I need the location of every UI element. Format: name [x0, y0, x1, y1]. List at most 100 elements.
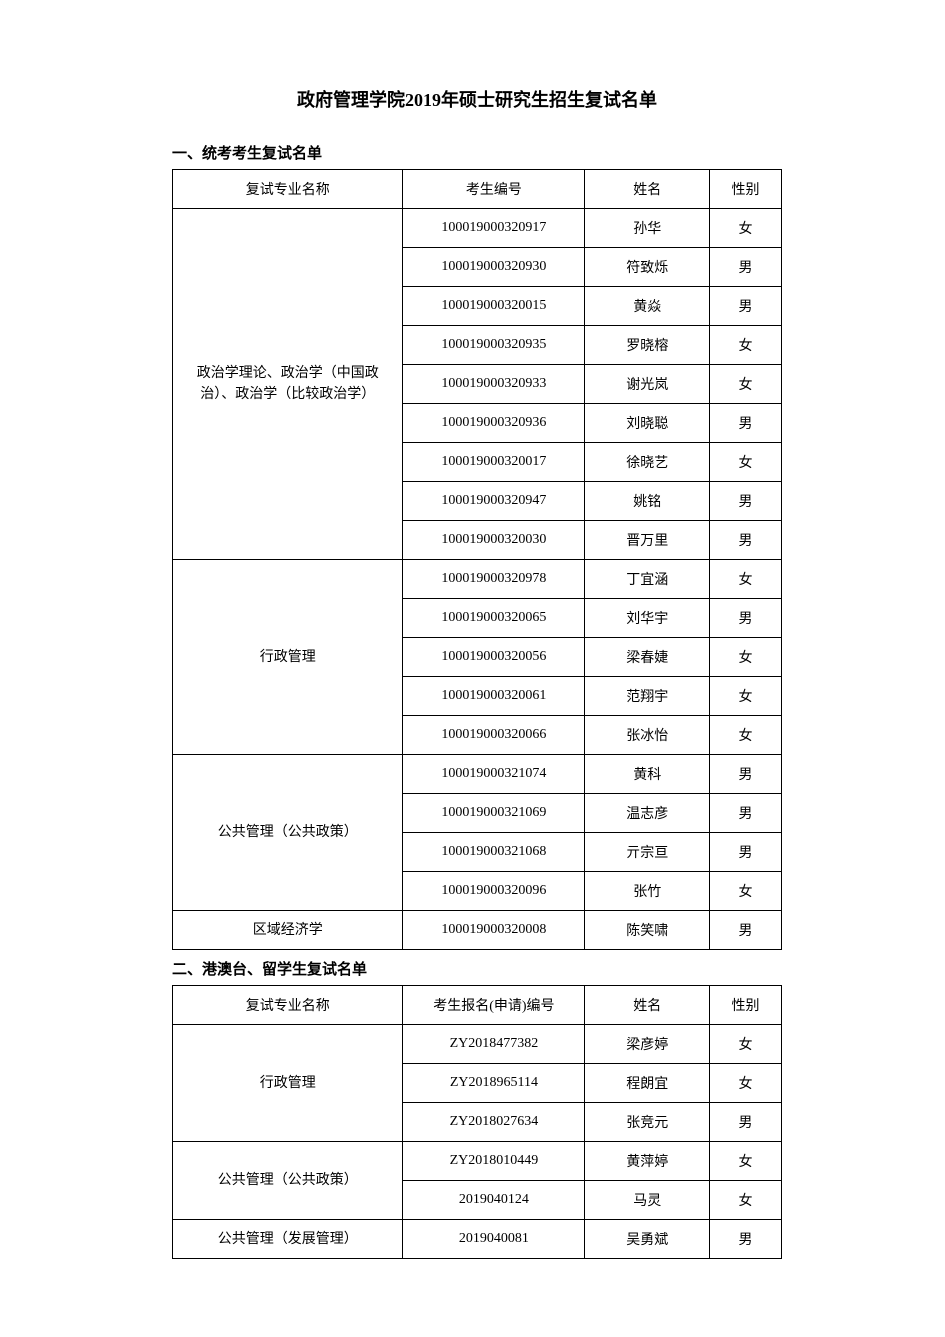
cell-name: 范翔宇 [585, 677, 710, 716]
cell-id: 100019000320030 [403, 521, 585, 560]
cell-name: 罗晓榕 [585, 326, 710, 365]
table-section1: 复试专业名称考生编号姓名性别政治学理论、政治学（中国政治）、政治学（比较政治学）… [172, 169, 782, 950]
cell-id: 100019000321074 [403, 755, 585, 794]
cell-id: 100019000320065 [403, 599, 585, 638]
cell-name: 温志彦 [585, 794, 710, 833]
cell-name: 谢光岚 [585, 365, 710, 404]
table-row: 政治学理论、政治学（中国政治）、政治学（比较政治学）10001900032091… [173, 209, 782, 248]
cell-name: 吴勇斌 [585, 1220, 710, 1259]
cell-major: 行政管理 [173, 560, 403, 755]
cell-name: 程朗宜 [585, 1064, 710, 1103]
cell-name: 刘华宇 [585, 599, 710, 638]
cell-gender: 男 [710, 287, 782, 326]
cell-gender: 女 [710, 365, 782, 404]
cell-id: 2019040081 [403, 1220, 585, 1259]
table-row: 公共管理（公共政策）ZY2018010449黄萍婷女 [173, 1142, 782, 1181]
table-row: 区域经济学100019000320008陈笑啸男 [173, 911, 782, 950]
cell-name: 黄焱 [585, 287, 710, 326]
cell-gender: 女 [710, 1181, 782, 1220]
table-row: 公共管理（发展管理）2019040081吴勇斌男 [173, 1220, 782, 1259]
cell-id: 100019000320947 [403, 482, 585, 521]
cell-major: 区域经济学 [173, 911, 403, 950]
header-gender: 性别 [710, 986, 782, 1025]
cell-name: 刘晓聪 [585, 404, 710, 443]
cell-name: 梁彦婷 [585, 1025, 710, 1064]
cell-gender: 女 [710, 560, 782, 599]
table-row: 公共管理（公共政策）100019000321074黄科男 [173, 755, 782, 794]
cell-id: 100019000320096 [403, 872, 585, 911]
cell-id: 100019000320066 [403, 716, 585, 755]
cell-major: 行政管理 [173, 1025, 403, 1142]
cell-major: 政治学理论、政治学（中国政治）、政治学（比较政治学） [173, 209, 403, 560]
cell-name: 张竹 [585, 872, 710, 911]
cell-id: 100019000320936 [403, 404, 585, 443]
cell-gender: 女 [710, 1064, 782, 1103]
cell-gender: 女 [710, 1142, 782, 1181]
cell-id: ZY2018027634 [403, 1103, 585, 1142]
cell-gender: 女 [710, 443, 782, 482]
cell-id: 100019000320935 [403, 326, 585, 365]
cell-gender: 男 [710, 794, 782, 833]
cell-id: 2019040124 [403, 1181, 585, 1220]
cell-name: 孙华 [585, 209, 710, 248]
cell-gender: 女 [710, 677, 782, 716]
cell-name: 黄萍婷 [585, 1142, 710, 1181]
cell-id: 100019000321068 [403, 833, 585, 872]
header-id: 考生编号 [403, 170, 585, 209]
cell-id: ZY2018965114 [403, 1064, 585, 1103]
cell-gender: 男 [710, 1103, 782, 1142]
header-major: 复试专业名称 [173, 170, 403, 209]
cell-gender: 女 [710, 1025, 782, 1064]
cell-name: 晋万里 [585, 521, 710, 560]
page-title: 政府管理学院2019年硕士研究生招生复试名单 [172, 86, 782, 112]
cell-name: 徐晓艺 [585, 443, 710, 482]
cell-id: 100019000320917 [403, 209, 585, 248]
cell-id: 100019000320008 [403, 911, 585, 950]
cell-gender: 男 [710, 1220, 782, 1259]
header-name: 姓名 [585, 170, 710, 209]
cell-id: 100019000320015 [403, 287, 585, 326]
cell-id: 100019000320933 [403, 365, 585, 404]
header-major: 复试专业名称 [173, 986, 403, 1025]
cell-gender: 男 [710, 755, 782, 794]
cell-id: 100019000321069 [403, 794, 585, 833]
cell-id: 100019000320930 [403, 248, 585, 287]
cell-gender: 女 [710, 209, 782, 248]
cell-major: 公共管理（公共政策） [173, 1142, 403, 1220]
table-header-row: 复试专业名称考生编号姓名性别 [173, 170, 782, 209]
cell-name: 梁春婕 [585, 638, 710, 677]
cell-major: 公共管理（发展管理） [173, 1220, 403, 1259]
cell-gender: 女 [710, 326, 782, 365]
cell-gender: 男 [710, 911, 782, 950]
cell-name: 符致烁 [585, 248, 710, 287]
table-section2: 复试专业名称考生报名(申请)编号姓名性别行政管理ZY2018477382梁彦婷女… [172, 985, 782, 1259]
cell-gender: 男 [710, 599, 782, 638]
cell-gender: 男 [710, 482, 782, 521]
cell-name: 张竞元 [585, 1103, 710, 1142]
cell-major: 公共管理（公共政策） [173, 755, 403, 911]
cell-name: 马灵 [585, 1181, 710, 1220]
cell-gender: 男 [710, 521, 782, 560]
cell-id: 100019000320978 [403, 560, 585, 599]
cell-gender: 女 [710, 638, 782, 677]
cell-gender: 男 [710, 833, 782, 872]
cell-name: 姚铭 [585, 482, 710, 521]
section2-heading: 二、港澳台、留学生复试名单 [172, 958, 782, 979]
cell-gender: 男 [710, 404, 782, 443]
cell-id: ZY2018010449 [403, 1142, 585, 1181]
cell-gender: 女 [710, 872, 782, 911]
cell-gender: 女 [710, 716, 782, 755]
cell-name: 亓宗亘 [585, 833, 710, 872]
header-gender: 性别 [710, 170, 782, 209]
cell-id: ZY2018477382 [403, 1025, 585, 1064]
header-name: 姓名 [585, 986, 710, 1025]
cell-name: 丁宜涵 [585, 560, 710, 599]
table-header-row: 复试专业名称考生报名(申请)编号姓名性别 [173, 986, 782, 1025]
table-row: 行政管理ZY2018477382梁彦婷女 [173, 1025, 782, 1064]
cell-id: 100019000320017 [403, 443, 585, 482]
cell-name: 陈笑啸 [585, 911, 710, 950]
header-id: 考生报名(申请)编号 [403, 986, 585, 1025]
cell-id: 100019000320061 [403, 677, 585, 716]
cell-name: 张冰怡 [585, 716, 710, 755]
cell-id: 100019000320056 [403, 638, 585, 677]
